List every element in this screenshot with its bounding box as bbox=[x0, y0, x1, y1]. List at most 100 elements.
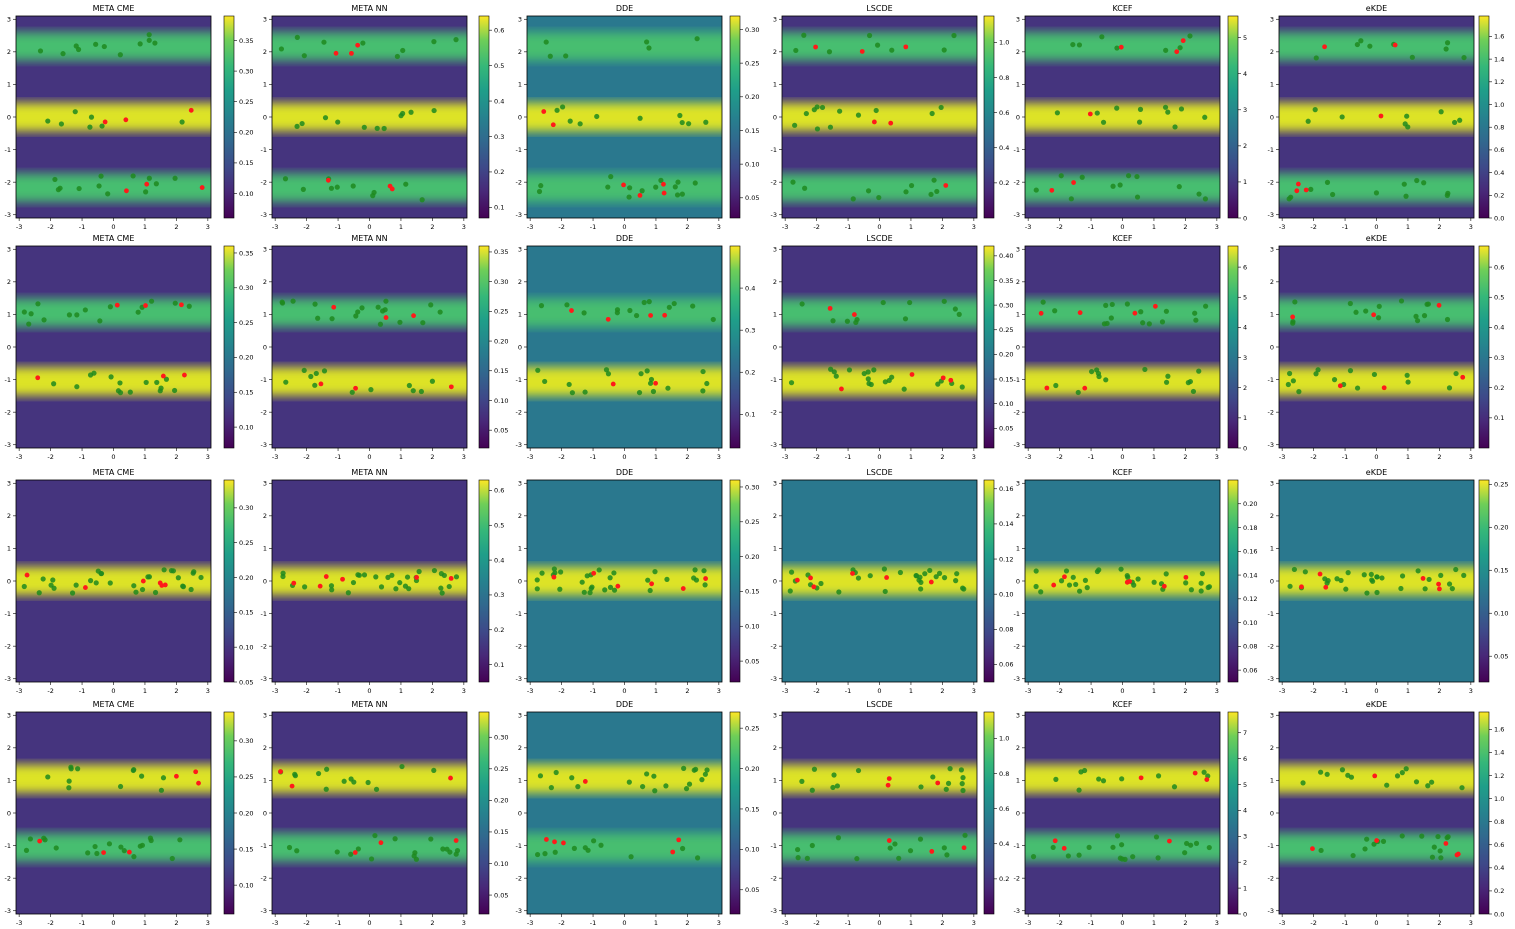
colorbar-tick-label: 0.6 bbox=[494, 487, 504, 495]
x-tick-label: -2 bbox=[303, 919, 309, 927]
train-point bbox=[1446, 385, 1453, 391]
train-point bbox=[1429, 779, 1435, 785]
train-point bbox=[1040, 299, 1046, 305]
train-point bbox=[312, 382, 318, 388]
colorbar-tick-label: 0.30 bbox=[494, 734, 508, 742]
train-point bbox=[329, 587, 335, 593]
colorbar-tick-label: 3 bbox=[1243, 833, 1247, 841]
train-point bbox=[1096, 373, 1102, 380]
train-point bbox=[567, 118, 573, 124]
train-point bbox=[131, 583, 137, 589]
colorbar-tick-label: 3 bbox=[1243, 354, 1247, 362]
subplot-title: META CME bbox=[93, 700, 135, 709]
context-point bbox=[1378, 113, 1384, 119]
x-tick-label: 1 bbox=[654, 453, 658, 461]
train-point bbox=[334, 184, 340, 190]
train-point bbox=[1461, 572, 1467, 578]
train-point bbox=[335, 119, 341, 125]
context-point bbox=[340, 576, 345, 582]
context-point bbox=[569, 308, 574, 313]
colorbar-tick-label: 0.05 bbox=[494, 891, 508, 899]
train-point bbox=[703, 119, 709, 125]
x-tick-label: -3 bbox=[1025, 223, 1031, 231]
train-point bbox=[69, 590, 76, 596]
x-tick-label: 1 bbox=[654, 919, 658, 927]
sample-points bbox=[795, 766, 968, 862]
x-tick-label: -3 bbox=[1025, 687, 1031, 695]
train-point bbox=[865, 376, 871, 382]
y-tick-label: 1 bbox=[7, 311, 11, 319]
train-point bbox=[907, 848, 914, 854]
axis-ticks: -3 -2 -1 0 1 2 3 -3 -2 -1 0 1 2 3 bbox=[1268, 480, 1473, 695]
train-point bbox=[160, 775, 167, 781]
x-tick-label: -1 bbox=[335, 919, 341, 927]
density-field bbox=[527, 246, 722, 448]
context-point bbox=[1317, 571, 1323, 577]
colorbar-tick-label: 0.15 bbox=[745, 588, 759, 596]
x-tick-label: 1 bbox=[399, 919, 403, 927]
train-point bbox=[692, 567, 698, 573]
train-point bbox=[671, 300, 677, 307]
sample-points bbox=[536, 36, 709, 200]
train-point bbox=[171, 387, 178, 394]
train-point bbox=[290, 298, 296, 304]
axis-ticks: -3 -2 -1 0 1 2 3 -3 -2 -1 0 1 2 3 bbox=[1014, 712, 1219, 927]
y-tick-label: 1 bbox=[518, 777, 522, 785]
train-point bbox=[1114, 833, 1121, 839]
train-point bbox=[1076, 588, 1083, 594]
context-point bbox=[352, 850, 358, 855]
train-point bbox=[1343, 586, 1349, 592]
context-point bbox=[649, 581, 655, 587]
context-point bbox=[1372, 773, 1378, 779]
density-band bbox=[782, 367, 977, 396]
context-point bbox=[1420, 576, 1426, 581]
x-tick-label: 3 bbox=[1215, 453, 1219, 461]
train-point bbox=[873, 107, 879, 114]
train-point bbox=[962, 832, 968, 838]
colorbar-tick-label: 0.10 bbox=[239, 881, 253, 889]
train-point bbox=[406, 382, 412, 389]
x-tick-label: 1 bbox=[654, 223, 658, 231]
colorbar-tick-label: 0.0 bbox=[1494, 910, 1504, 918]
colorbar-tick-label: 0.06 bbox=[999, 661, 1013, 669]
context-point bbox=[1087, 111, 1093, 117]
x-tick-label: 2 bbox=[430, 453, 434, 461]
context-point bbox=[637, 193, 643, 198]
context-point bbox=[1436, 302, 1442, 308]
x-tick-label: -1 bbox=[335, 453, 341, 461]
y-tick-label: 3 bbox=[518, 712, 522, 720]
x-tick-label: 2 bbox=[685, 687, 689, 695]
y-tick-label: -3 bbox=[771, 441, 777, 449]
context-point bbox=[940, 375, 946, 381]
train-point bbox=[644, 771, 650, 777]
train-point bbox=[1318, 769, 1324, 775]
colorbar: 0 1 2 3 4 5 6 bbox=[1227, 245, 1247, 452]
colorbar-tick-label: 0.6 bbox=[999, 805, 1009, 813]
colorbar-tick-label: 0.25 bbox=[999, 326, 1013, 334]
train-point bbox=[947, 766, 953, 772]
colorbar-tick-label: 1.4 bbox=[1494, 55, 1504, 63]
train-point bbox=[51, 585, 57, 591]
train-point bbox=[700, 368, 706, 375]
train-point bbox=[710, 316, 716, 323]
train-point bbox=[1405, 379, 1411, 385]
context-point bbox=[1174, 49, 1180, 55]
y-tick-label: 2 bbox=[1270, 512, 1274, 520]
context-point bbox=[653, 380, 659, 386]
subplot-title: KCEF bbox=[1112, 700, 1132, 709]
train-point bbox=[1453, 370, 1459, 377]
colorbar-tick-label: 0.20 bbox=[239, 809, 253, 817]
y-tick-label: 2 bbox=[518, 512, 522, 520]
x-tick-label: -2 bbox=[558, 687, 564, 695]
axis-ticks: -3 -2 -1 0 1 2 3 -3 -2 -1 0 1 2 3 bbox=[261, 246, 466, 461]
colorbar-tick-label: 0.10 bbox=[745, 623, 759, 631]
x-tick-label: -3 bbox=[1025, 453, 1031, 461]
train-point bbox=[811, 107, 817, 113]
train-point bbox=[694, 855, 701, 861]
context-point bbox=[278, 769, 283, 774]
train-point bbox=[175, 575, 181, 581]
context-point bbox=[331, 304, 337, 310]
density-band bbox=[527, 367, 722, 396]
train-point bbox=[1380, 838, 1387, 844]
y-tick-label: -1 bbox=[1268, 610, 1274, 618]
